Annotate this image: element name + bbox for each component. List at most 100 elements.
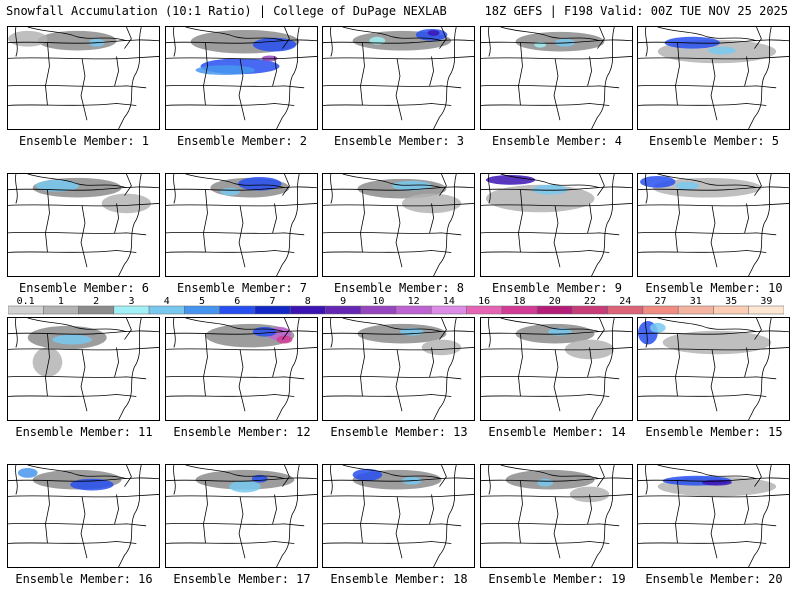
ensemble-member-label: Ensemble Member: 15 (645, 425, 783, 439)
snowfall-area (392, 180, 432, 191)
color-scale-swatch (677, 305, 714, 315)
color-scale-swatch (748, 305, 784, 315)
ensemble-member-label: Ensemble Member: 3 (333, 134, 465, 148)
snowfall-area (32, 347, 63, 377)
ensemble-map-panel (165, 464, 318, 568)
snowfall-map (638, 174, 789, 276)
snowfall-map (481, 174, 632, 276)
ensemble-map-panel (165, 26, 318, 130)
color-scale-label: 7 (270, 296, 276, 307)
snowfall-map (481, 27, 632, 129)
snowfall-map (8, 174, 159, 276)
color-scale-label: 16 (478, 296, 490, 307)
color-scale-swatch (395, 305, 432, 315)
color-scale-swatch (466, 305, 503, 315)
snowfall-area (101, 193, 152, 214)
ensemble-member-label: Ensemble Member: 10 (645, 281, 783, 295)
snowfall-map (8, 465, 159, 567)
snowfall-map (323, 174, 474, 276)
snowfall-area (421, 339, 462, 356)
ensemble-map-panel (480, 26, 633, 130)
ensemble-member-label: Ensemble Member: 5 (648, 134, 780, 148)
ensemble-map-panel (7, 317, 160, 421)
color-scale-swatch (360, 305, 397, 315)
color-scale-swatch (642, 305, 679, 315)
color-scale-label: 5 (199, 296, 205, 307)
snowfall-area (8, 30, 48, 47)
color-scale-label: 10 (372, 296, 384, 307)
color-scale-swatch (289, 305, 326, 315)
color-scale-swatch (501, 305, 538, 315)
snowfall-area (17, 467, 38, 478)
snowfall-area (195, 65, 255, 76)
snowfall-map (638, 465, 789, 567)
snowfall-area (220, 187, 241, 196)
color-scale-label: 20 (549, 296, 561, 307)
color-scale-label: 14 (443, 296, 455, 307)
snowfall-map (481, 465, 632, 567)
ensemble-member-label: Ensemble Member: 6 (18, 281, 150, 295)
ensemble-member-label: Ensemble Member: 8 (333, 281, 465, 295)
snowfall-area (252, 37, 297, 52)
ensemble-member-label: Ensemble Member: 2 (176, 134, 308, 148)
color-scale-label: 1 (58, 296, 64, 307)
color-scale-swatch (713, 305, 749, 315)
ensemble-member-label: Ensemble Member: 16 (15, 572, 153, 586)
snowfall-area (276, 335, 293, 344)
color-scale-label: 27 (655, 296, 667, 307)
color-scale-swatch (43, 305, 79, 315)
snowfall-area (662, 330, 772, 355)
snowfall-area (537, 478, 554, 487)
color-scale-label: 22 (584, 296, 596, 307)
color-scale-label: 2 (93, 296, 99, 307)
ensemble-map-panel (322, 317, 475, 421)
ensemble-member-label: Ensemble Member: 19 (488, 572, 626, 586)
ensemble-member-label: Ensemble Member: 9 (491, 281, 623, 295)
ensemble-map-panel (7, 173, 160, 277)
ensemble-member-label: Ensemble Member: 4 (491, 134, 623, 148)
snowfall-color-scale: 0.1 1 2 3 4 5 6 7 8 9 10 12 14 16 18 20 22 24 27 31 35 39 (8, 296, 784, 316)
ensemble-map-panel (637, 464, 790, 568)
snowfall-map (166, 465, 317, 567)
map-title: Snowfall Accumulation (10:1 Ratio) | Col… (6, 4, 447, 18)
color-scale-swatch (607, 305, 644, 315)
run-info: 18Z GEFS | F198 Valid: 00Z TUE NOV 25 20… (484, 4, 788, 18)
snowfall-area (639, 175, 676, 188)
snowfall-map (638, 27, 789, 129)
snowfall-area (485, 174, 536, 185)
snowfall-map (323, 318, 474, 420)
ensemble-member-label: Ensemble Member: 12 (173, 425, 311, 439)
color-scale-label: 39 (760, 296, 772, 307)
ensemble-map-panel (480, 173, 633, 277)
snowfall-area (485, 184, 595, 213)
ensemble-map-panel (165, 317, 318, 421)
snowfall-map (166, 318, 317, 420)
color-scale-swatch (325, 305, 361, 315)
color-scale-label: 8 (305, 296, 311, 307)
color-scale-swatch (431, 305, 467, 315)
color-scale-swatch (78, 305, 115, 315)
ensemble-map-panel (7, 26, 160, 130)
snowfall-area (261, 55, 278, 62)
snowfall-map (8, 27, 159, 129)
snowfall-area (649, 322, 666, 333)
snowfall-area (195, 469, 295, 490)
ensemble-map-panel (480, 317, 633, 421)
ensemble-member-label: Ensemble Member: 20 (645, 572, 783, 586)
snowfall-area (352, 468, 383, 481)
color-scale-swatch (148, 305, 185, 315)
color-scale-label: 31 (690, 296, 702, 307)
ensemble-map-panel (637, 317, 790, 421)
ensemble-member-label: Ensemble Member: 14 (488, 425, 626, 439)
color-scale-label: 3 (128, 296, 134, 307)
snowfall-map (8, 318, 159, 420)
color-scale-swatch (8, 305, 44, 315)
snowfall-area (70, 478, 114, 491)
snowfall-map (323, 465, 474, 567)
color-scale-label: 35 (725, 296, 737, 307)
color-scale-label: 0.1 (17, 296, 35, 307)
ensemble-member-label: Ensemble Member: 1 (18, 134, 150, 148)
color-scale-swatch (536, 305, 573, 315)
snowfall-map (481, 318, 632, 420)
color-scale-label: 18 (513, 296, 525, 307)
